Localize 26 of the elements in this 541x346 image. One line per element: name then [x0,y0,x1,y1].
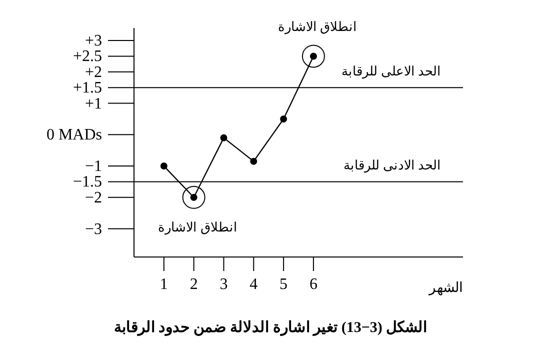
x-axis-title: الشهر [428,281,463,296]
x-tick-label: 2 [190,276,198,293]
y-tick-label: +3 [84,32,102,50]
x-tick-label: 4 [250,276,258,293]
y-tick-label: −2 [84,189,102,206]
y-tick-label: −1 [84,158,102,176]
annotation: انطلاق الاشارة [158,220,238,236]
x-tick-label: 1 [160,276,168,293]
annotation: انطلاق الاشارة [278,19,358,36]
y-tick-label: +2 [84,64,102,81]
y-tick-label: −1.5 [72,174,102,191]
point [160,162,168,170]
y-tick-label: +2.5 [72,48,102,66]
ref-line-label: الحد الادنى للرقابة [344,158,441,174]
text: الشكل (3−13) تغير اشارة الدلالة ضمن حدود الرقابة [112,319,428,337]
x-tick-label: 3 [220,276,228,293]
x-tick-label: 6 [309,276,318,293]
point [220,134,228,142]
y-tick-label: +1 [84,95,102,112]
point [250,158,258,165]
x-tick-label: 5 [280,276,288,293]
ref-line-label: الحد الاعلى للرقابة [342,64,441,80]
y-tick-label: −3 [84,220,102,238]
y-tick-label: +1.5 [72,80,102,97]
y-tick-label: 0 MADs [46,126,102,144]
point [280,115,288,122]
